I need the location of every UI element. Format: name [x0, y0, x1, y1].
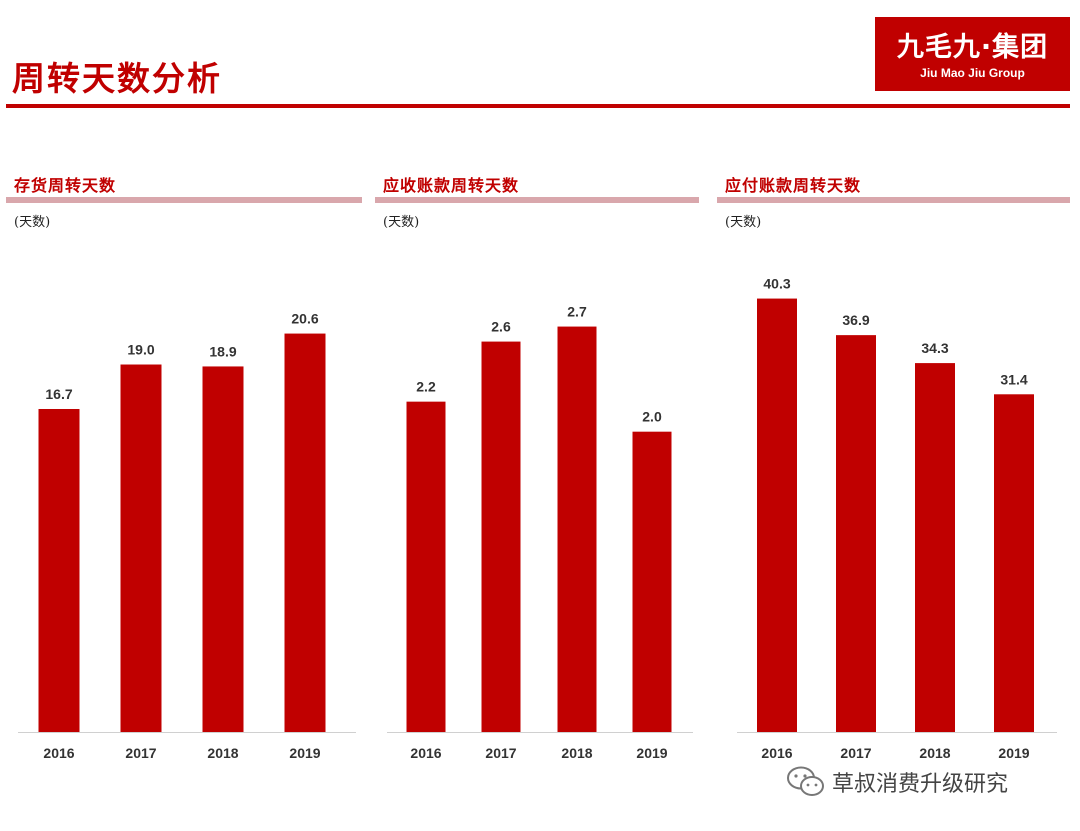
x-tick-label-2019: 2019	[998, 745, 1029, 761]
chart-title: 应付账款周转天数	[725, 176, 862, 195]
panel-rule	[375, 197, 699, 203]
data-label-2017: 36.9	[842, 312, 869, 328]
bar-2019	[284, 333, 326, 732]
panel-rule	[717, 197, 1070, 203]
bar-2017	[836, 335, 876, 732]
data-label-2018: 2.7	[567, 304, 587, 320]
x-tick-label-2018: 2018	[207, 745, 238, 761]
x-tick-label-2017: 2017	[840, 745, 871, 761]
x-tick-label-2019: 2019	[289, 745, 320, 761]
bar-2017	[481, 341, 521, 732]
logo-name-en: Jiu Mao Jiu Group	[920, 66, 1025, 80]
x-tick-label-2016: 2016	[410, 745, 441, 761]
bar-2018	[915, 363, 955, 732]
data-label-2019: 31.4	[1000, 371, 1027, 387]
bar-chart: 40.3 2016 36.9 2017 34.3 2018 31.4 2019	[737, 276, 1057, 761]
data-label-2016: 16.7	[45, 386, 72, 402]
data-label-2017: 19.0	[127, 342, 154, 358]
panel-rule	[6, 197, 362, 203]
data-label-2018: 18.9	[209, 343, 236, 359]
title-rule	[6, 104, 1070, 108]
bar-2018	[557, 326, 597, 732]
bar-2018	[202, 366, 244, 732]
watermark: 草叔消费升级研究	[786, 765, 1008, 799]
data-label-2019: 2.0	[642, 409, 662, 425]
chart-panel-payables: 应付账款周转天数 (天数) 40.3 2016 36.9 2017 34.3 2018 31…	[717, 172, 1070, 772]
data-label-2017: 2.6	[491, 319, 511, 335]
unit-label: (天数)	[383, 215, 420, 230]
x-tick-label-2019: 2019	[636, 745, 667, 761]
page-title: 周转天数分析	[12, 59, 222, 98]
data-label-2016: 2.2	[416, 379, 436, 395]
bar-2017	[120, 364, 162, 732]
chart-panel-receivables: 应收账款周转天数 (天数) 2.2 2016 2.6 2017 2.7 2018 2.0 20…	[375, 172, 699, 772]
logo-name-cn: 九毛九·集团	[896, 32, 1049, 63]
x-tick-label-2016: 2016	[43, 745, 74, 761]
bar-chart: 2.2 2016 2.6 2017 2.7 2018 2.0 2019	[387, 304, 693, 761]
bar-2019	[632, 431, 672, 732]
bar-2016	[38, 408, 80, 732]
watermark-text: 草叔消费升级研究	[832, 772, 1009, 797]
chart-panel-inventory: 存货周转天数 (天数) 16.7 2016 19.0 2017 18.9 2018 20.6…	[6, 172, 362, 772]
data-label-2018: 34.3	[921, 340, 948, 356]
chart-title: 应收账款周转天数	[383, 176, 520, 195]
wechat-icon	[787, 766, 824, 796]
bar-2016	[757, 298, 797, 732]
chart-title: 存货周转天数	[14, 176, 117, 195]
data-label-2016: 40.3	[763, 276, 790, 292]
bar-2016	[406, 401, 446, 732]
bar-chart: 16.7 2016 19.0 2017 18.9 2018 20.6 2019	[18, 311, 356, 761]
x-tick-label-2017: 2017	[485, 745, 516, 761]
unit-label: (天数)	[14, 215, 51, 230]
company-logo: 九毛九·集团 Jiu Mao Jiu Group	[875, 17, 1070, 91]
x-tick-label-2017: 2017	[125, 745, 156, 761]
data-label-2019: 20.6	[291, 311, 318, 327]
x-tick-label-2018: 2018	[561, 745, 592, 761]
x-tick-label-2016: 2016	[761, 745, 792, 761]
x-tick-label-2018: 2018	[919, 745, 950, 761]
unit-label: (天数)	[725, 215, 762, 230]
bar-2019	[994, 394, 1034, 732]
